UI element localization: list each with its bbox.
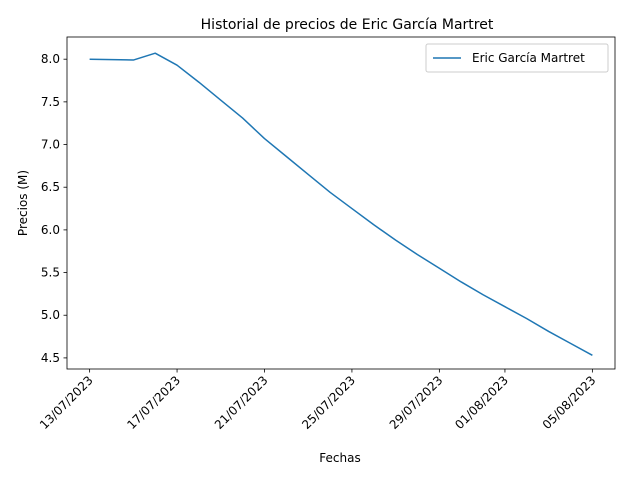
series-line-eric-garcia-martret [89,52,593,356]
y-tick-label: 8.0 [41,52,60,66]
x-tick-label: 29/07/2023 [387,373,446,432]
x-tick-label: 25/07/2023 [299,373,358,432]
y-axis-label: Precios (M) [16,170,30,236]
legend: Eric García Martret [425,43,609,73]
x-tick-label: 13/07/2023 [37,373,96,432]
x-tick-label: 21/07/2023 [212,373,271,432]
plot-background [67,37,615,369]
y-tick-label: 6.0 [41,223,60,237]
y-tick-label: 4.5 [41,351,60,365]
y-tick-label: 6.5 [41,180,60,194]
y-tick-label: 7.0 [41,138,60,152]
x-tick-label: 01/08/2023 [452,373,511,432]
legend-entry-label: Eric García Martret [472,51,585,65]
legend-box [425,43,609,73]
x-axis-label: Fechas [319,451,360,465]
y-tick-label: 7.5 [41,95,60,109]
x-tick-label: 05/08/2023 [540,373,599,432]
x-tick-label: 17/07/2023 [124,373,183,432]
y-tick-label: 5.5 [41,266,60,280]
plot-frame [66,36,616,370]
y-tick-label: 5.0 [41,308,60,322]
chart-title: Historial de precios de Eric García Mart… [201,17,494,33]
